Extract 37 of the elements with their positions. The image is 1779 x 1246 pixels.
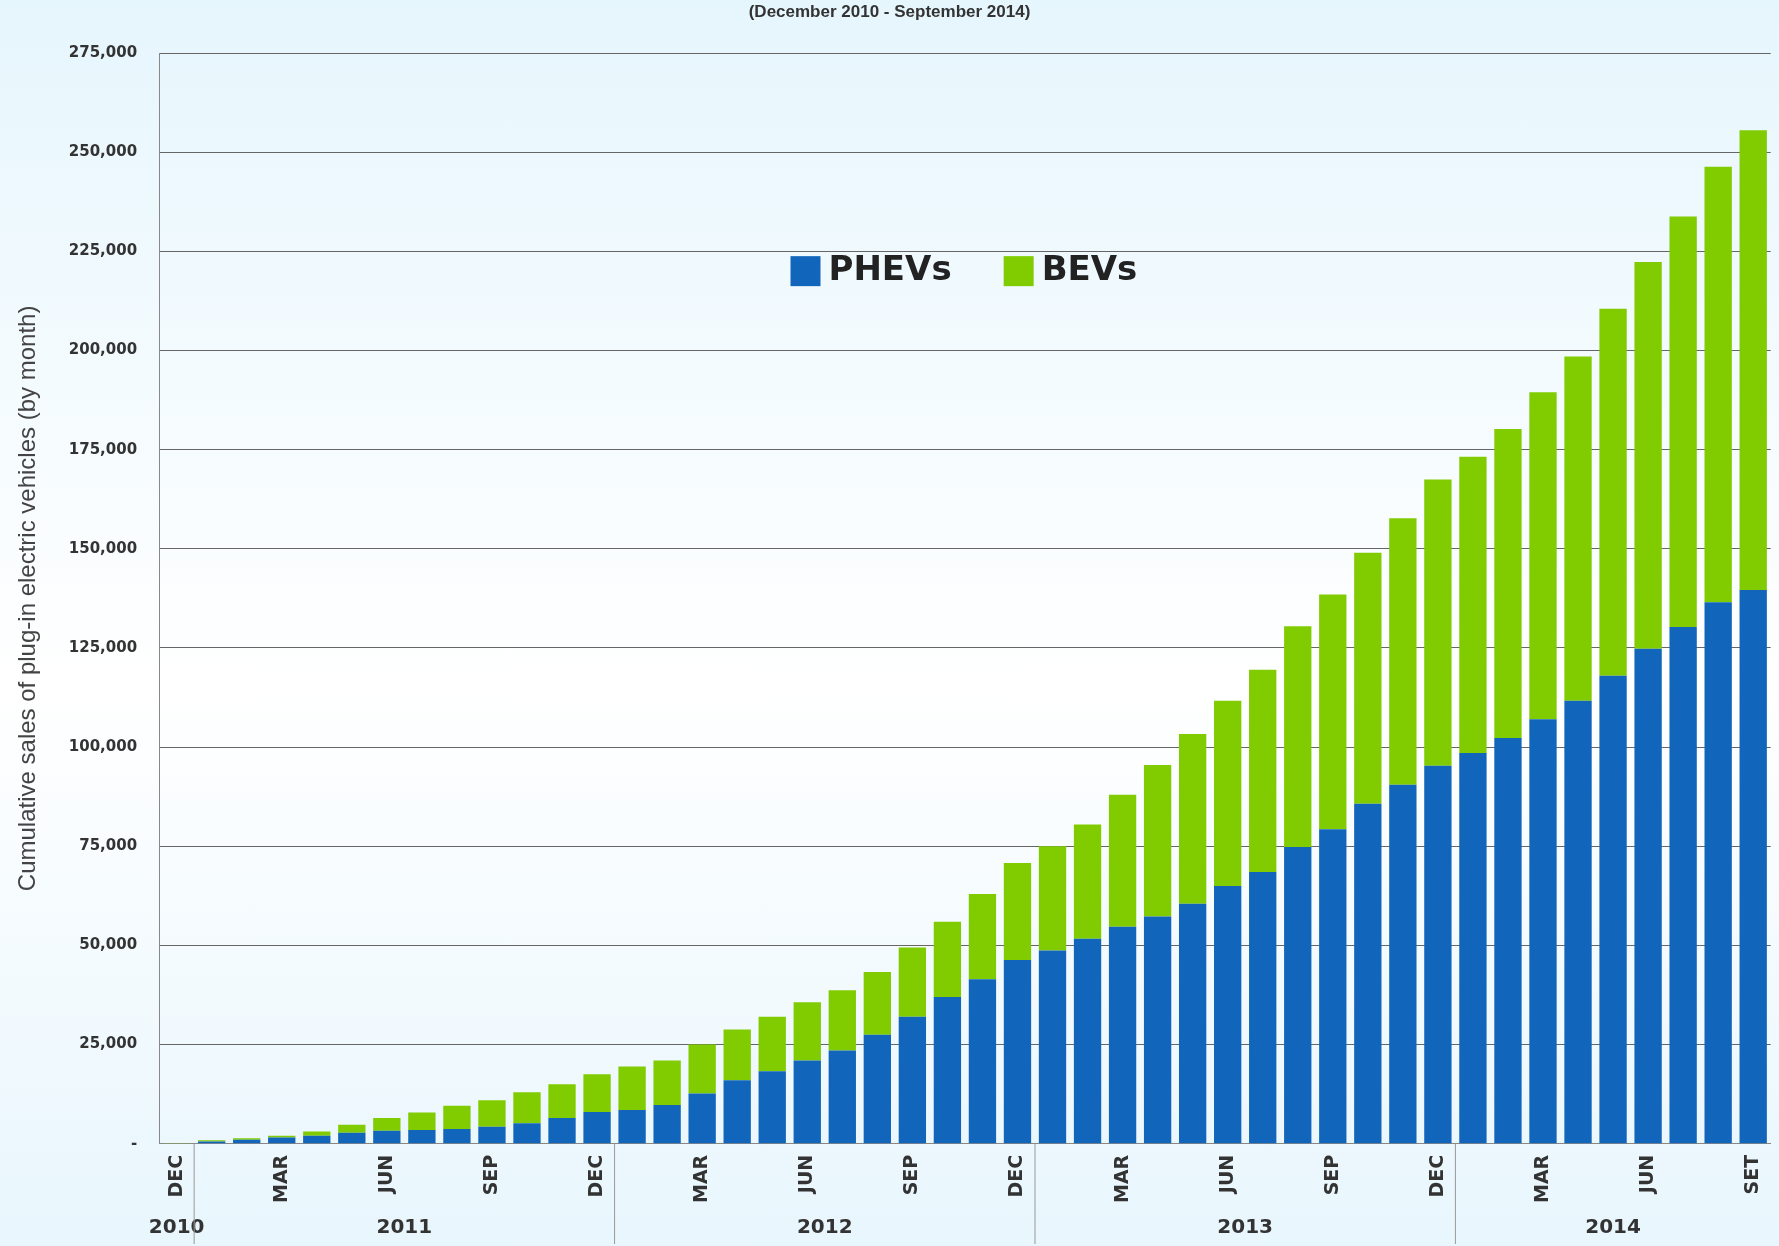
text: 2013	[1217, 1214, 1274, 1239]
x-tick-label: SEP	[1319, 1154, 1342, 1196]
x-tick-label: SEP	[899, 1154, 922, 1196]
y-tick-label: 175,000	[68, 439, 138, 458]
y-tick-label: 250,000	[68, 142, 138, 161]
y-tick-label: 125,000	[68, 637, 138, 656]
x-tick-label: DEC	[163, 1154, 186, 1198]
legend-label: BEVs	[1041, 247, 1138, 288]
y-tick-label: 100,000	[68, 737, 138, 756]
text: 2014	[1585, 1214, 1641, 1239]
x-tick-label: JUN	[1214, 1154, 1237, 1196]
text: 2011	[376, 1214, 433, 1239]
y-tick-label: 150,000	[68, 538, 138, 557]
x-tick-label: MAR	[1109, 1154, 1132, 1204]
y-tick-label: 225,000	[68, 241, 138, 260]
x-tick-label: SET	[1740, 1154, 1763, 1195]
x-tick-label: DEC	[583, 1154, 606, 1198]
chart-subtitle: (December 2010 - September 2014)	[747, 2, 1032, 22]
y-axis-title: Cumulative sales of plug-in electric vehicles (by month)	[13, 305, 41, 892]
x-tick-label: MAR	[1529, 1154, 1552, 1204]
x-tick-label: MAR	[689, 1154, 712, 1204]
text: 2010	[148, 1214, 205, 1239]
x-tick-label: DEC	[1004, 1154, 1027, 1198]
y-tick-label: 25,000	[79, 1034, 138, 1053]
text: 2012	[796, 1214, 853, 1239]
y-tick-label: 50,000	[79, 935, 138, 954]
x-tick-label: DEC	[1424, 1154, 1447, 1198]
y-tick-label: 75,000	[79, 836, 138, 855]
y-tick-label: -	[130, 1133, 138, 1152]
x-tick-label: JUN	[1635, 1154, 1658, 1196]
y-tick-label: 275,000	[68, 42, 138, 61]
x-tick-label: JUN	[373, 1154, 396, 1196]
x-tick-label: SEP	[478, 1154, 501, 1196]
legend-label: PHEVs	[828, 247, 952, 288]
x-tick-label: MAR	[268, 1154, 291, 1204]
x-tick-label: JUN	[794, 1154, 817, 1196]
y-tick-label: 200,000	[68, 340, 138, 359]
